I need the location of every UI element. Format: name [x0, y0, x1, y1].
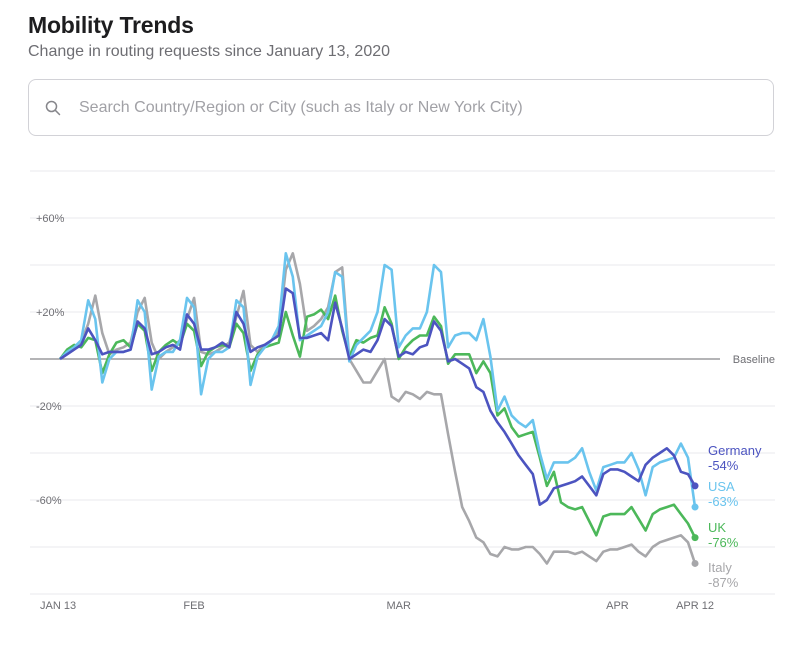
series-name: Italy	[708, 560, 732, 575]
page-subtitle: Change in routing requests since January…	[28, 43, 391, 60]
series-end-dot-italy	[691, 559, 699, 567]
x-tick-label: APR 12	[676, 600, 714, 612]
series-end-value: -76%	[708, 535, 739, 550]
search-input[interactable]	[77, 97, 773, 118]
series-name: Germany	[708, 443, 762, 458]
series-end-value: -63%	[708, 494, 739, 509]
series-name: USA	[708, 479, 735, 494]
x-tick-label: APR	[606, 600, 629, 612]
y-tick-label: +20%	[36, 307, 65, 319]
x-tick-label: JAN 13	[40, 600, 76, 612]
x-tick-label: MAR	[386, 600, 411, 612]
y-tick-label: -20%	[36, 401, 62, 413]
series-end-dot-germany	[691, 482, 699, 490]
series-line-uk	[58, 294, 697, 539]
series-line-usa	[59, 252, 697, 508]
baseline-label: Baseline	[733, 354, 775, 366]
end-label-uk: UK-76%	[708, 520, 739, 550]
series-name: UK	[708, 520, 726, 535]
series-end-value: -54%	[708, 458, 739, 473]
series-line-italy	[59, 252, 697, 565]
search-box[interactable]	[28, 79, 774, 136]
end-label-usa: USA-63%	[708, 479, 739, 509]
page-title: Mobility Trends	[28, 12, 194, 38]
y-tick-label: -60%	[36, 495, 62, 507]
search-icon	[45, 100, 61, 115]
series-end-dot-uk	[691, 534, 699, 542]
end-label-italy: Italy-87%	[708, 560, 739, 590]
series-end-dot-usa	[691, 503, 699, 511]
x-tick-label: FEB	[183, 600, 204, 612]
y-tick-label: +60%	[36, 213, 65, 225]
end-label-germany: Germany-54%	[708, 443, 762, 473]
series-line-germany	[59, 287, 697, 507]
series-end-value: -87%	[708, 575, 739, 590]
